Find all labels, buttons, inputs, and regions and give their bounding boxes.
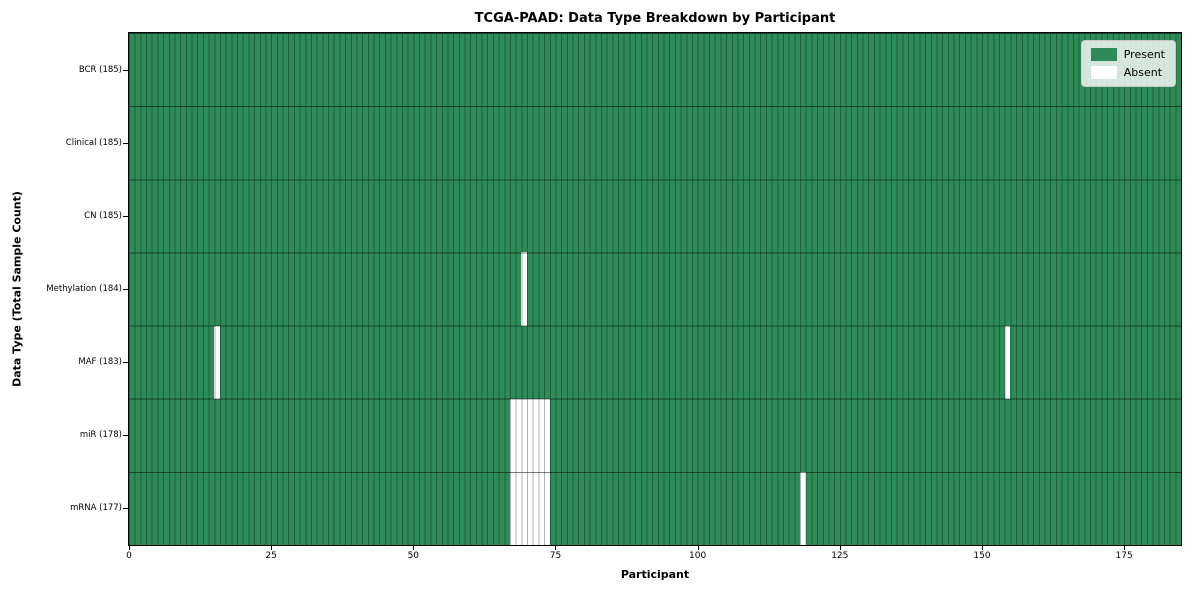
y-tick-label: Methylation (184) (46, 284, 122, 294)
legend-absent-swatch (1090, 66, 1117, 79)
x-tick-label: 175 (1115, 551, 1133, 561)
x-tick-label: 150 (973, 551, 991, 561)
x-tick-mark (1124, 546, 1126, 550)
x-tick-label: 50 (407, 551, 420, 561)
x-tick-mark (271, 546, 273, 550)
x-tick-label: 125 (831, 551, 849, 561)
x-tick-mark (129, 546, 130, 550)
plot-area: Present Absent (128, 32, 1182, 546)
legend-entry-absent: Absent (1090, 66, 1165, 79)
x-tick-label: 100 (689, 551, 707, 561)
chart-title: TCGA-PAAD: Data Type Breakdown by Partic… (474, 11, 836, 26)
x-tick-mark (413, 546, 415, 550)
x-tick-mark (555, 546, 557, 550)
x-tick-mark (839, 546, 841, 550)
legend-present-swatch (1090, 48, 1117, 61)
x-tick-label: 25 (265, 551, 277, 561)
gridlines (129, 33, 1181, 545)
y-tick-label: Clinical (185) (65, 137, 122, 148)
y-tick-label: CN (185) (84, 210, 122, 221)
x-tick-label: 75 (549, 551, 562, 561)
y-tick-mark (123, 289, 128, 290)
y-tick-mark (123, 142, 128, 144)
legend: Present Absent (1080, 40, 1176, 87)
legend-entry-present: Present (1090, 48, 1165, 61)
y-tick-mark (123, 215, 128, 217)
y-tick-label: mRNA (177) (70, 503, 122, 514)
x-tick-mark (697, 546, 699, 550)
y-tick-mark (123, 508, 128, 510)
x-tick-label: 0 (126, 551, 132, 561)
legend-absent-label: Absent (1123, 66, 1163, 79)
y-tick-mark (123, 69, 128, 71)
y-axis-label: Data Type (Total Sample Count) (10, 191, 24, 387)
y-tick-label: BCR (185) (78, 64, 122, 75)
x-axis-label: Participant (620, 568, 690, 581)
y-tick-mark (123, 435, 128, 437)
x-tick-mark (981, 546, 983, 550)
y-tick-label: miR (178) (79, 430, 122, 441)
y-tick-mark (123, 362, 128, 364)
legend-present-label: Present (1123, 48, 1165, 61)
y-tick-label: MAF (183) (78, 357, 122, 368)
